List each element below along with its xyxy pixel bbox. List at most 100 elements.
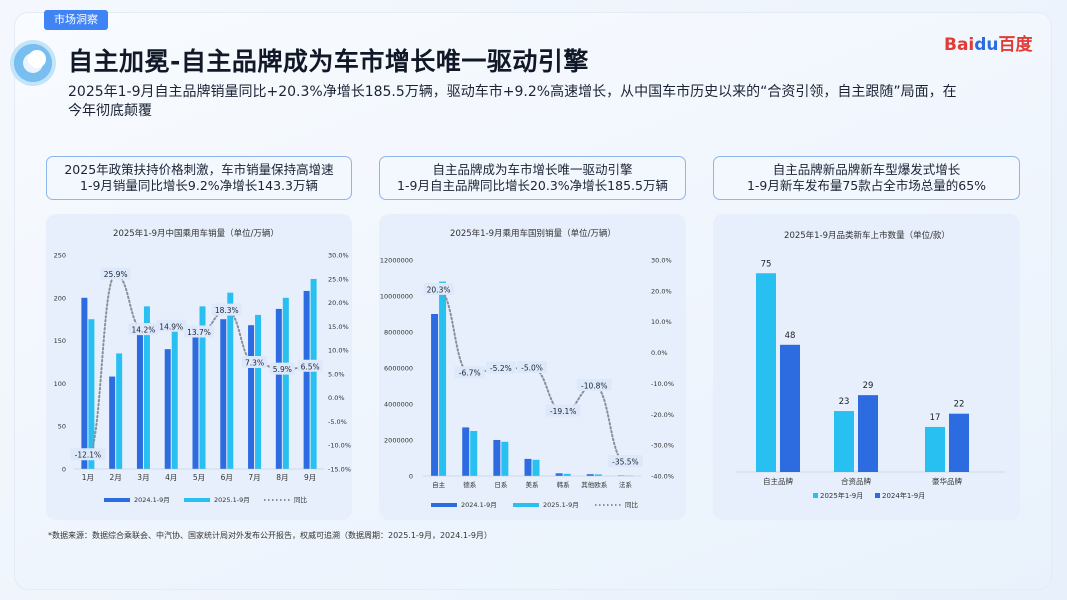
c1-ytick: 200: [54, 294, 66, 302]
highlight-3-line1: 自主品牌新品牌新车型爆发式增长: [772, 162, 961, 177]
c3-data-label: 75: [761, 259, 772, 269]
c1-bar-prev: [275, 308, 282, 469]
c1-bar-curr: [282, 297, 289, 469]
page-subtitle: 2025年1-9月自主品牌销量同比+20.3%净增长185.5万辆，驱动车市+9…: [68, 84, 957, 119]
c1-y2tick: -5.0%: [328, 418, 347, 426]
c3-xtick: 合资品牌: [841, 476, 871, 486]
c1-bar-curr: [255, 314, 262, 469]
c1-xtick: 7月: [248, 473, 260, 482]
c1-yoy-label-bg: [297, 359, 323, 372]
c2-bar-curr: [439, 281, 447, 476]
c2-yoy-label-bg: [545, 404, 581, 417]
c2-bar-curr: [501, 441, 509, 476]
c2-xtick: 韩系: [557, 480, 571, 489]
c2-yoy-label: -19.1%: [550, 407, 577, 416]
highlight-1-line2: 1-9月销量同比增长9.2%净增长143.3万辆: [80, 178, 318, 193]
c3-bar-prev: [858, 395, 878, 472]
c2-y2tick: 20.0%: [651, 287, 672, 295]
c1-yoy-label-bg: [128, 323, 159, 336]
highlight-2-line2: 1-9月自主品牌同比增长20.3%净增长185.5万辆: [397, 178, 668, 193]
c2-yoy-label-bg: [517, 361, 547, 373]
c1-xtick: 4月: [165, 473, 177, 482]
baidu-logo: Baidu百度: [944, 30, 1033, 55]
new-model-chart: 2025年1-9月品类新车上市数量（单位/款） 75 48 自主品牌 23 29 合资品牌 1…: [735, 230, 1005, 500]
c3-data-label: 23: [839, 397, 850, 407]
c2-bar-prev: [431, 314, 439, 476]
c1-xtick: 3月: [137, 473, 149, 482]
c1-bar-curr: [88, 319, 95, 469]
c2-legend-label: 2024.1-9月: [461, 501, 497, 509]
c1-bar-prev: [109, 376, 116, 469]
c1-bar-curr: [199, 306, 206, 469]
c2-yoy-label: -6.7%: [459, 369, 481, 378]
c1-legend-swatch: [104, 498, 130, 502]
c2-bar-prev: [555, 473, 563, 476]
c2-yoy-label-bg: [608, 455, 643, 468]
c2-yoy-label: -5.2%: [490, 364, 512, 373]
c2-bar-prev: [524, 458, 532, 476]
c1-xtick: 6月: [221, 473, 233, 482]
c1-ytick: 250: [54, 252, 66, 260]
c1-bar-prev: [192, 327, 199, 469]
c1-yoy-label-bg: [184, 325, 214, 338]
c1-xtick: 5月: [193, 473, 205, 482]
c1-y2tick: -10.0%: [328, 442, 351, 450]
c3-legend-swatch: [875, 493, 880, 498]
c1-ytick: 0: [62, 466, 66, 474]
c2-yoy-label-bg: [576, 378, 612, 391]
c2-ytick: 8000000: [384, 329, 413, 337]
c1-yoy-label-bg: [70, 448, 106, 461]
c1-xtick: 8月: [276, 473, 288, 482]
c3-title: 2025年1-9月品类新车上市数量（单位/款）: [784, 230, 950, 241]
c1-yoy-label: 25.9%: [104, 270, 128, 279]
c1-title: 2025年1-9月中国乘用车销量（单位/万辆）: [113, 228, 279, 239]
c1-y2tick: 5.0%: [328, 370, 345, 378]
c2-title: 2025年1-9月乘用车国别销量（单位/万辆）: [450, 228, 616, 239]
highlight-box-3: 自主品牌新品牌新车型爆发式增长 1-9月新车发布量75款占全市场总量的65%: [713, 156, 1020, 200]
c2-bar-curr: [470, 431, 478, 476]
c1-yoy-label-bg: [156, 319, 187, 332]
c2-ytick: 12000000: [380, 257, 413, 265]
country-sales-chart: 2025年1-9月乘用车国别销量（单位/万辆） 0 2000000 4000000 60…: [380, 228, 674, 509]
c2-yoy-label: -35.5%: [612, 458, 639, 467]
c2-y2tick: 30.0%: [651, 257, 672, 265]
c1-y2tick: 20.0%: [328, 299, 349, 307]
c3-bar-prev: [949, 413, 969, 472]
c1-yoy-label-bg: [269, 362, 295, 375]
c1-xtick: 2月: [110, 473, 122, 482]
c2-legend-swatch: [513, 503, 539, 507]
c1-bar-curr: [143, 306, 150, 469]
c3-data-label: 22: [954, 400, 965, 410]
c1-ytick: 100: [54, 380, 66, 388]
c2-bar-curr: [594, 474, 602, 476]
c2-y2tick: -20.0%: [651, 411, 674, 419]
c1-legend-label: 同比: [294, 495, 308, 504]
highlight-2-line1: 自主品牌成为车市增长唯一驱动引擎: [432, 162, 633, 177]
c1-bar-prev: [220, 319, 227, 469]
c2-ytick: 4000000: [384, 401, 413, 409]
logo-cn: 百度: [998, 35, 1033, 55]
c2-y2tick: -30.0%: [651, 442, 674, 450]
c2-yoy-label-bg: [485, 361, 516, 374]
c3-bar-prev: [780, 344, 800, 472]
c2-y2tick: 10.0%: [651, 318, 672, 326]
c1-bar-prev: [164, 349, 171, 469]
c2-ytick: 0: [409, 473, 413, 481]
c2-legend-swatch: [431, 503, 457, 507]
c2-xtick: 法系: [619, 480, 633, 489]
c1-bar-prev: [81, 297, 88, 469]
c3-data-label: 48: [785, 331, 796, 341]
chart-panel-1: 2025年1-9月中国乘用车销量（单位/万辆） 0 50 100 150 200 250 -1…: [46, 214, 352, 520]
c2-bar-curr: [563, 473, 571, 476]
c2-y2tick: 0.0%: [651, 349, 668, 357]
c1-xtick: 1月: [82, 473, 94, 482]
c1-yoy-label-bg: [241, 355, 268, 368]
c2-ytick: 6000000: [384, 365, 413, 373]
c1-legend-swatch: [184, 498, 210, 502]
c3-bar-curr: [925, 426, 945, 472]
c1-bar-prev: [248, 325, 255, 469]
c2-legend-label: 同比: [625, 500, 639, 509]
c2-xtick: 日系: [494, 480, 508, 489]
c2-yoy-label: -10.8%: [581, 381, 608, 390]
